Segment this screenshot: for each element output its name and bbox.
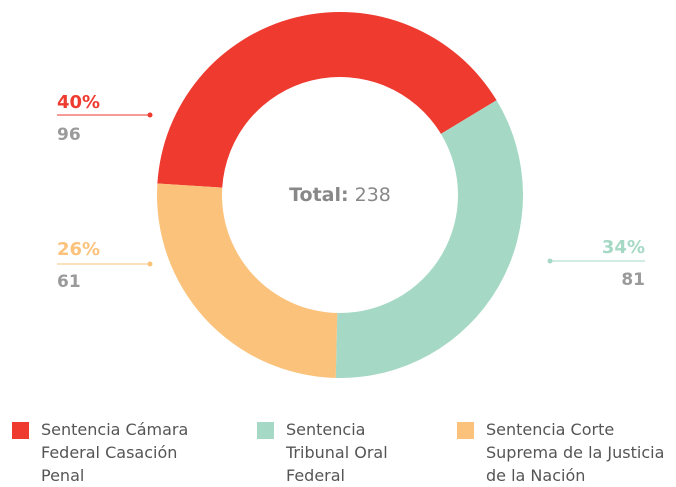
legend-swatch <box>12 422 29 439</box>
donut-chart: 40% 96 34% 81 26% 61 Total: 238 <box>57 12 645 378</box>
legend-label: Sentencia Cámara Federal Casación Penal <box>41 420 189 485</box>
percent-label: 26% <box>57 239 100 260</box>
legend-swatch <box>457 422 474 439</box>
donut-slice <box>157 12 497 188</box>
callout-dot <box>547 258 553 264</box>
count-label: 96 <box>57 125 81 145</box>
callout-dot <box>147 112 153 118</box>
total-value: 238 <box>355 184 391 206</box>
total-title: Total: <box>289 184 349 206</box>
percent-label: 40% <box>57 92 100 113</box>
donut-slice <box>335 100 523 378</box>
callout-dot <box>147 261 153 267</box>
legend-label: Sentencia Corte Suprema de la Justicia d… <box>486 420 665 485</box>
percent-label: 34% <box>602 237 645 258</box>
donut-slice <box>157 183 338 378</box>
count-label: 61 <box>57 272 81 292</box>
count-label: 81 <box>621 270 645 290</box>
legend-swatch <box>257 422 274 439</box>
total-label: Total: 238 <box>289 184 391 206</box>
legend-label: Sentencia Tribunal Oral Federal <box>286 420 388 485</box>
